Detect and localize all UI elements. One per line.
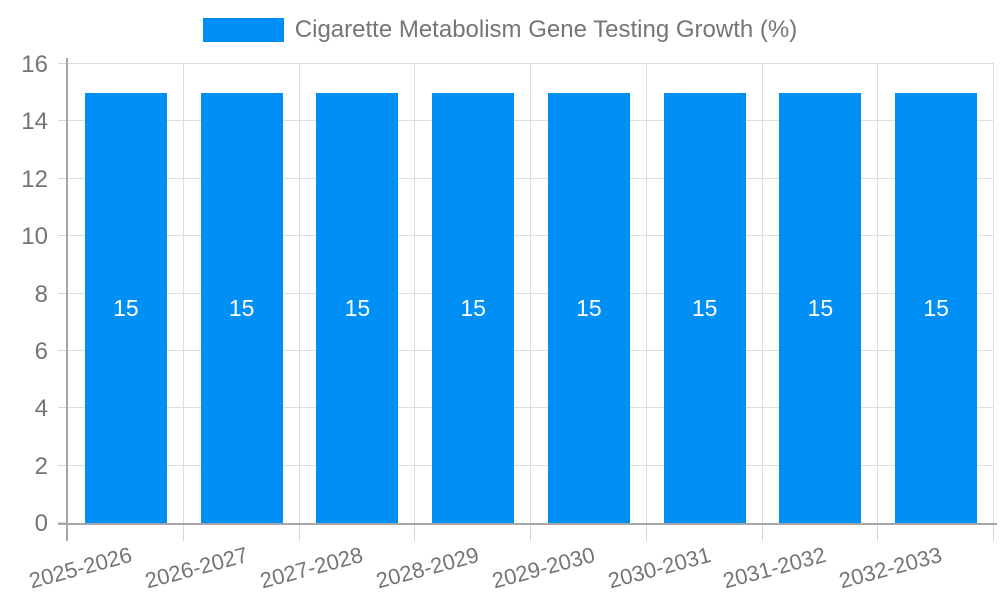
y-axis-tick bbox=[58, 235, 68, 237]
y-axis-tick-label: 10 bbox=[21, 223, 48, 251]
x-axis-tick-label: 2029-2030 bbox=[489, 542, 598, 594]
gridline-vertical bbox=[298, 64, 300, 523]
bar-value-label: 15 bbox=[228, 294, 255, 321]
y-axis-tick bbox=[58, 63, 68, 64]
x-axis-tick-label: 2030-2031 bbox=[604, 542, 714, 594]
y-axis-tick bbox=[58, 407, 68, 409]
y-axis-tick bbox=[58, 177, 68, 179]
legend-series-label: Cigarette Metabolism Gene Testing Growth… bbox=[294, 16, 798, 43]
gridline-vertical bbox=[530, 64, 531, 523]
y-axis-tick bbox=[58, 522, 68, 523]
x-axis-tick bbox=[298, 523, 300, 541]
x-axis-line bbox=[58, 523, 997, 525]
y-axis-tick-label: 8 bbox=[34, 280, 48, 308]
gridline-horizontal bbox=[68, 177, 994, 179]
bar bbox=[432, 92, 515, 523]
y-axis-tick-label: 6 bbox=[34, 337, 48, 365]
bar-value-label: 15 bbox=[576, 294, 602, 321]
x-axis-tick-label: 2032-2033 bbox=[836, 542, 945, 594]
y-axis-tick-label: 4 bbox=[34, 395, 48, 423]
x-axis-tick-label: 2027-2028 bbox=[257, 542, 366, 594]
y-axis-tick-label: 2 bbox=[34, 452, 48, 480]
y-axis-line bbox=[66, 58, 68, 541]
legend-item[interactable]: Cigarette Metabolism Gene Testing Growth… bbox=[202, 15, 798, 45]
gridline-vertical bbox=[645, 64, 647, 523]
bar-value-label: 15 bbox=[460, 294, 486, 321]
x-axis-tick bbox=[530, 523, 531, 541]
y-axis-tick-label: 0 bbox=[34, 510, 48, 537]
gridline-vertical bbox=[877, 64, 879, 523]
x-axis-tick bbox=[182, 523, 184, 541]
chart-legend: Cigarette Metabolism Gene Testing Growth… bbox=[0, 14, 1000, 46]
x-axis-tick bbox=[761, 523, 763, 541]
bar-value-label: 15 bbox=[923, 294, 949, 321]
gridline-horizontal bbox=[68, 120, 994, 122]
x-axis-tick bbox=[645, 523, 647, 541]
bar-value-label: 15 bbox=[344, 294, 371, 321]
legend-color-swatch bbox=[202, 18, 284, 42]
gridline-horizontal bbox=[68, 349, 994, 351]
y-axis-tick bbox=[58, 292, 68, 294]
bar bbox=[84, 92, 167, 523]
x-axis-tick bbox=[877, 523, 879, 541]
x-axis-tick-label: 2026-2027 bbox=[141, 542, 251, 594]
gridline-horizontal bbox=[68, 292, 994, 294]
bar-value-label: 15 bbox=[807, 294, 834, 321]
x-axis-tick bbox=[993, 523, 994, 541]
x-axis-tick bbox=[414, 523, 416, 541]
y-axis-tick-label: 16 bbox=[21, 51, 48, 78]
bar bbox=[663, 92, 746, 523]
bar bbox=[779, 92, 862, 523]
gridline-horizontal bbox=[68, 235, 994, 237]
gridline-vertical bbox=[993, 64, 994, 523]
gridline-vertical bbox=[182, 64, 184, 523]
bar bbox=[316, 92, 399, 523]
gridline-vertical bbox=[414, 64, 416, 523]
y-axis-tick bbox=[58, 464, 68, 466]
bar bbox=[547, 92, 630, 523]
y-axis-tick bbox=[58, 349, 68, 351]
bar bbox=[895, 92, 978, 523]
bar-value-label: 15 bbox=[691, 294, 718, 321]
y-axis-tick-label: 14 bbox=[21, 108, 48, 136]
gridline-vertical bbox=[761, 64, 763, 523]
x-axis-tick-label: 2025-2026 bbox=[26, 542, 135, 594]
bar-value-label: 15 bbox=[113, 294, 139, 321]
x-axis-tick-label: 2031-2032 bbox=[720, 542, 829, 594]
y-axis-tick bbox=[58, 120, 68, 122]
x-axis-tick-label: 2028-2029 bbox=[373, 542, 482, 594]
y-axis-tick-label: 12 bbox=[21, 165, 48, 193]
gridline-horizontal bbox=[68, 407, 994, 409]
bar bbox=[200, 92, 283, 523]
gridline-horizontal bbox=[68, 464, 994, 466]
gridline-horizontal bbox=[68, 63, 994, 64]
